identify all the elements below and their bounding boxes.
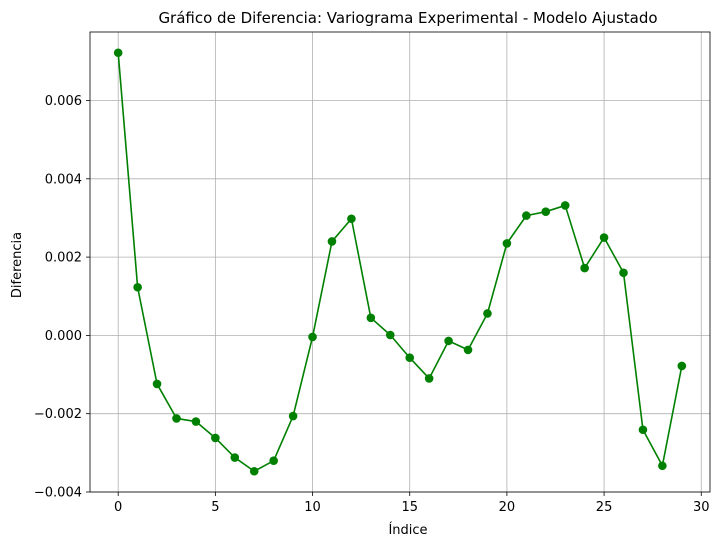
y-tick-label: 0.006 — [45, 94, 82, 109]
data-point — [269, 456, 278, 465]
data-point — [424, 374, 434, 383]
data-point — [152, 379, 162, 389]
y-tick-label: 0.000 — [45, 329, 82, 344]
data-point — [288, 411, 298, 421]
data-point — [211, 433, 220, 443]
data-point — [599, 233, 609, 242]
y-axis-label: Diferencia — [10, 232, 25, 298]
data-point — [560, 201, 570, 210]
y-tick-label: −0.004 — [34, 486, 82, 501]
data-point — [230, 453, 240, 462]
data-point — [191, 417, 201, 426]
data-point — [327, 237, 337, 246]
data-point — [385, 330, 395, 340]
data-point — [113, 48, 123, 58]
data-point — [619, 268, 628, 278]
x-tick-label: 20 — [499, 500, 516, 515]
grid — [90, 32, 710, 493]
data-point — [308, 332, 317, 342]
data-point — [405, 353, 415, 363]
series-line — [117, 52, 683, 473]
data-point — [502, 239, 512, 248]
data-point — [366, 313, 376, 323]
data-point — [541, 207, 551, 216]
data-point — [483, 309, 492, 318]
y-tick-label: −0.002 — [34, 407, 82, 422]
x-tick-label: 25 — [596, 500, 613, 515]
y-tick-label: 0.002 — [45, 251, 82, 266]
data-point — [347, 214, 356, 224]
plot-frame — [89, 31, 711, 493]
data-point — [172, 414, 181, 423]
data-point — [580, 263, 589, 273]
data-point — [677, 361, 687, 371]
x-tick-label: 15 — [401, 500, 418, 515]
axes: 0 5 10 15 20 25 30 −0.004 −0.002 0.000 0.002 0.004 0… — [34, 31, 711, 515]
data-point — [522, 211, 531, 220]
chart-title: Gráfico de Diferencia: Variograma Experi… — [158, 9, 657, 27]
data-point — [133, 282, 142, 292]
x-tick-label: 5 — [211, 500, 219, 515]
series-layer — [113, 48, 687, 476]
x-tick-label: 10 — [304, 500, 321, 515]
data-point — [658, 461, 667, 471]
data-point — [249, 466, 259, 476]
data-point — [463, 345, 473, 355]
x-tick-label: 0 — [114, 500, 122, 515]
x-tick-label: 30 — [693, 500, 710, 515]
data-point — [638, 425, 648, 435]
y-tick-label: 0.004 — [45, 172, 82, 187]
data-point — [444, 336, 453, 346]
x-axis-label: Índice — [388, 522, 427, 538]
